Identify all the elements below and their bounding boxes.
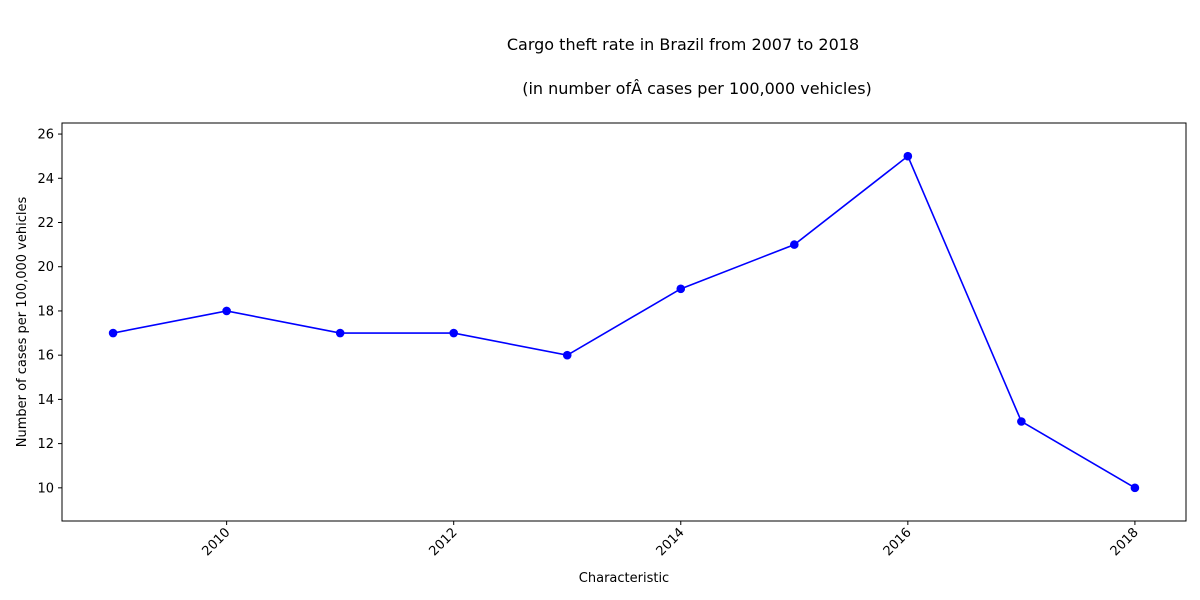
series-layer (108, 151, 1140, 493)
y-tick-label: 10 (37, 481, 54, 496)
data-point (108, 328, 118, 338)
data-point (1017, 417, 1026, 426)
data-point (790, 240, 799, 249)
y-tick-label: 22 (37, 216, 54, 231)
y-tick-label: 24 (37, 172, 54, 187)
data-point (335, 328, 345, 338)
y-axis-ticks: 10 12 14 16 18 20 22 24 26 (37, 128, 62, 496)
data-point (676, 284, 686, 294)
chart-title: Cargo theft rate in Brazil from 2007 to … (507, 35, 859, 54)
y-tick-label: 26 (37, 128, 54, 143)
series-line (112, 154, 1136, 489)
data-point (1130, 483, 1140, 493)
y-tick-label: 14 (37, 393, 54, 408)
y-tick-label: 20 (37, 260, 54, 275)
data-point (449, 328, 458, 338)
plot-frame (61, 122, 1187, 522)
chart-subtitle: (in number ofÂ cases per 100,000 vehicle… (522, 79, 872, 98)
y-tick-label: 12 (37, 437, 54, 452)
data-point (903, 151, 913, 161)
y-tick-label: 18 (37, 304, 54, 319)
y-axis-label: Number of cases per 100,000 vehicles (15, 197, 30, 448)
data-point (562, 350, 572, 360)
x-axis-label: Characteristic (579, 571, 669, 586)
y-tick-label: 16 (37, 349, 54, 364)
data-point (222, 306, 231, 316)
